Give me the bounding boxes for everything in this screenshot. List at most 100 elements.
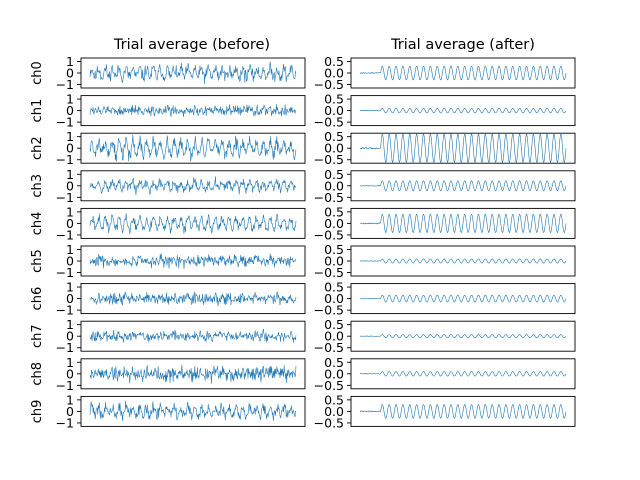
y-tick-label: 0 xyxy=(66,366,74,381)
y-tick-label: 0.5 xyxy=(324,280,344,295)
y-tick-label: 0.0 xyxy=(324,329,344,344)
y-tick-label: 1 xyxy=(66,204,74,219)
y-tick-label: 1 xyxy=(66,280,74,295)
y-tick-label: 0.0 xyxy=(324,103,344,118)
panel-ch7-before: −101 ch7 xyxy=(30,317,306,355)
panel-ch9-after: −0.50.00.5 xyxy=(314,392,576,430)
panel-ch0-after: −0.50.00.5 xyxy=(314,54,576,92)
panel-ch8-after: −0.50.00.5 xyxy=(314,355,576,393)
panel-ch1-after: −0.50.00.5 xyxy=(314,92,576,130)
y-tick-label: 0.0 xyxy=(324,66,344,81)
panel-ch8-before: −101 ch8 xyxy=(30,355,306,393)
y-tick-label: −0.5 xyxy=(314,415,344,430)
y-tick-label: 0 xyxy=(66,66,74,81)
axes-frame xyxy=(80,395,306,427)
y-tick-label: 0.0 xyxy=(324,404,344,419)
channel-label: ch0 xyxy=(30,61,45,85)
y-tick-label: 0.5 xyxy=(324,54,344,69)
y-tick-label: 0.5 xyxy=(324,355,344,370)
series-line-ch7 xyxy=(89,328,297,343)
series-line-ch5 xyxy=(89,253,297,270)
y-tick-label: 0.5 xyxy=(324,392,344,407)
y-tick-label: 0.5 xyxy=(324,204,344,219)
y-tick-label: −0.5 xyxy=(314,303,344,318)
series-line-ch0 xyxy=(359,65,567,81)
series-line-ch5 xyxy=(359,258,567,264)
panel-ch0-before: −101 ch0 xyxy=(30,54,306,92)
panel-ch5-before: −101 ch5 xyxy=(30,242,306,280)
y-tick-label: −1 xyxy=(56,227,74,242)
panel-ch7-after: −0.50.00.5 xyxy=(314,317,576,355)
series-line-ch1 xyxy=(89,103,297,117)
panel-ch5-after: −0.50.00.5 xyxy=(314,242,576,280)
y-tick-label: 1 xyxy=(66,392,74,407)
y-tick-label: −1 xyxy=(56,115,74,130)
series-line-ch8 xyxy=(359,371,567,377)
y-tick-label: 0.5 xyxy=(324,129,344,144)
series-line-ch9 xyxy=(89,400,297,422)
channel-label: ch2 xyxy=(30,136,45,160)
y-tick-label: 0.5 xyxy=(324,167,344,182)
y-tick-label: 1 xyxy=(66,167,74,182)
panel-ch6-after: −0.50.00.5 xyxy=(314,280,576,318)
y-tick-label: 0.5 xyxy=(324,242,344,257)
series-line-ch6 xyxy=(89,291,297,307)
series-line-ch0 xyxy=(89,61,297,84)
y-tick-label: 0 xyxy=(66,141,74,156)
y-tick-label: −1 xyxy=(56,340,74,355)
channel-label: ch6 xyxy=(30,287,45,311)
y-tick-label: 0.0 xyxy=(324,216,344,231)
y-tick-label: 0.5 xyxy=(324,317,344,332)
y-tick-label: 0.0 xyxy=(324,178,344,193)
panel-ch9-before: −101 ch9 xyxy=(30,392,306,430)
channel-label: ch8 xyxy=(30,362,45,386)
y-tick-label: 0 xyxy=(66,404,74,419)
y-tick-label: −0.5 xyxy=(314,265,344,280)
y-tick-label: 0.0 xyxy=(324,254,344,269)
channel-label: ch3 xyxy=(30,174,45,198)
y-tick-label: −0.5 xyxy=(314,378,344,393)
right-column-title: Trial average (after) xyxy=(390,37,535,53)
y-tick-label: −0.5 xyxy=(314,115,344,130)
y-tick-label: 0 xyxy=(66,329,74,344)
series-line-ch4 xyxy=(89,213,297,235)
panel-ch6-before: −101 ch6 xyxy=(30,280,306,318)
y-tick-label: 1 xyxy=(66,129,74,144)
y-tick-label: −1 xyxy=(56,265,74,280)
panel-ch2-after: −0.50.00.5 xyxy=(314,129,576,167)
panel-ch4-before: −101 ch4 xyxy=(30,204,306,242)
series-line-ch8 xyxy=(89,364,297,384)
y-tick-label: 0 xyxy=(66,254,74,269)
y-tick-label: −1 xyxy=(56,303,74,318)
y-tick-label: −0.5 xyxy=(314,77,344,92)
y-tick-label: −0.5 xyxy=(314,190,344,205)
channel-label: ch9 xyxy=(30,400,45,424)
y-tick-label: 1 xyxy=(66,54,74,69)
y-tick-label: 1 xyxy=(66,317,74,332)
channel-label: ch7 xyxy=(30,324,45,348)
y-tick-label: 1 xyxy=(66,355,74,370)
channel-label: ch1 xyxy=(30,99,45,123)
panel-ch2-before: −101 ch2 xyxy=(30,129,306,167)
panel-ch3-before: −101 ch3 xyxy=(30,167,306,205)
y-tick-label: −1 xyxy=(56,415,74,430)
y-tick-label: −1 xyxy=(56,190,74,205)
panel-ch4-after: −0.50.00.5 xyxy=(314,204,576,242)
y-tick-label: −0.5 xyxy=(314,340,344,355)
series-line-ch4 xyxy=(359,213,567,233)
left-column-title: Trial average (before) xyxy=(113,37,270,53)
channel-label: ch4 xyxy=(30,212,45,236)
y-tick-label: 0.5 xyxy=(324,92,344,107)
series-line-ch3 xyxy=(89,176,297,196)
y-tick-label: −0.5 xyxy=(314,227,344,242)
y-tick-label: −1 xyxy=(56,152,74,167)
series-line-ch1 xyxy=(359,107,567,114)
y-tick-label: −1 xyxy=(56,77,74,92)
subplot-grid: −101ch0−101ch1−101ch2−101ch3−101ch4−101c… xyxy=(30,54,576,430)
axes-frame xyxy=(350,320,576,352)
y-tick-label: 0 xyxy=(66,103,74,118)
series-line-ch2 xyxy=(359,133,567,163)
y-tick-label: −0.5 xyxy=(314,152,344,167)
series-line-ch7 xyxy=(359,334,567,339)
y-tick-label: 0 xyxy=(66,291,74,306)
